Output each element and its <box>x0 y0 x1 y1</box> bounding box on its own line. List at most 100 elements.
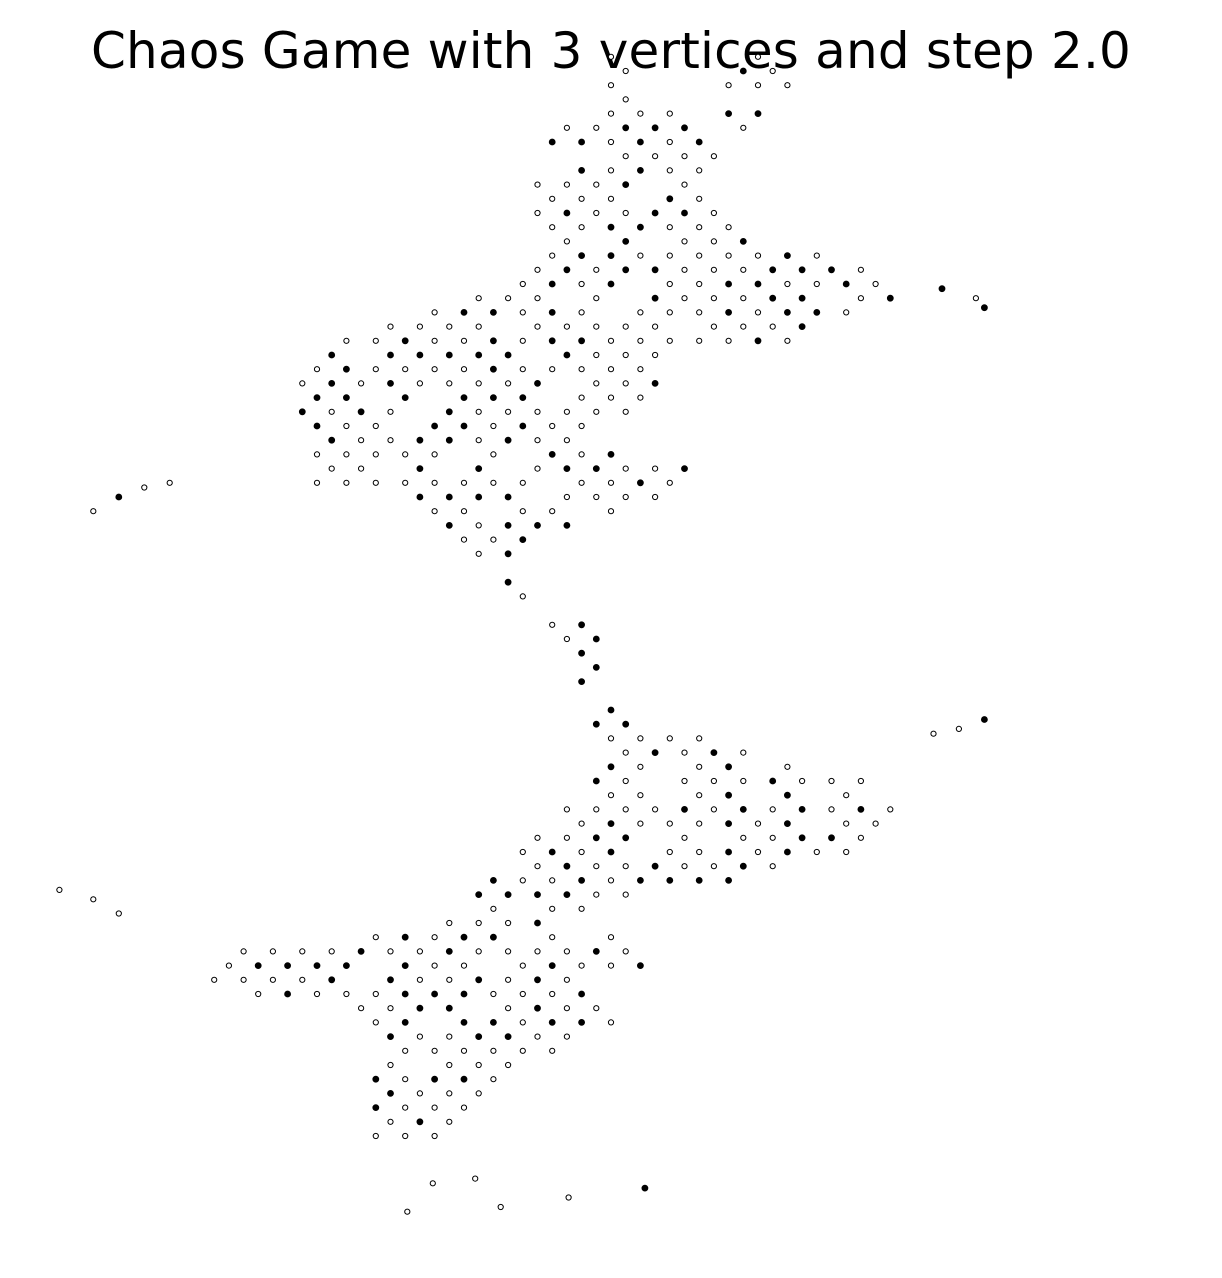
scatter-point <box>460 1047 468 1054</box>
scatter-point <box>402 1076 409 1083</box>
scatter-point <box>519 479 526 486</box>
scatter-point <box>475 976 483 984</box>
scatter-point <box>578 166 585 174</box>
scatter-point <box>696 763 703 770</box>
scatter-point <box>607 223 615 231</box>
scatter-point <box>754 309 762 316</box>
scatter-point <box>475 351 483 359</box>
scatter-point <box>505 976 512 983</box>
scatter-point <box>416 380 423 387</box>
scatter-point <box>402 1047 409 1054</box>
scatter-point <box>607 763 615 771</box>
scatter-point <box>549 195 556 202</box>
scatter-point <box>607 508 615 515</box>
scatter-point <box>607 450 615 458</box>
scatter-point <box>445 408 453 416</box>
scatter-point <box>460 933 468 941</box>
scatter-point <box>460 962 468 969</box>
scatter-point <box>445 1004 453 1012</box>
scatter-point <box>416 323 423 330</box>
scatter-point <box>534 522 541 529</box>
scatter-point <box>431 337 438 344</box>
scatter-point <box>972 295 980 302</box>
scatter-point <box>519 422 527 430</box>
scatter-point <box>593 493 600 501</box>
scatter-point <box>475 550 482 557</box>
scatter-point <box>607 195 615 202</box>
scatter-point <box>607 252 615 259</box>
scatter-point <box>475 323 482 330</box>
scatter-point <box>446 919 453 927</box>
scatter-point <box>955 725 963 733</box>
scatter-point <box>328 976 336 984</box>
scatter-point <box>784 337 791 344</box>
scatter-point <box>578 138 585 146</box>
scatter-point <box>475 522 482 529</box>
scatter-point <box>534 1033 541 1040</box>
scatter-point <box>505 295 512 302</box>
scatter-point <box>313 451 321 458</box>
scatter-point <box>798 323 806 330</box>
scatter-point <box>784 820 791 827</box>
scatter-point <box>401 962 409 969</box>
scatter-point <box>681 238 688 245</box>
scatter-point <box>666 138 673 146</box>
scatter-point <box>843 848 850 856</box>
scatter-point <box>563 1033 571 1040</box>
scatter-point <box>857 834 865 841</box>
scatter-point <box>431 309 438 316</box>
scatter-point <box>710 266 718 273</box>
scatter-point <box>534 948 541 955</box>
scatter-point <box>843 792 850 799</box>
scatter-point <box>887 806 894 813</box>
scatter-point <box>534 181 541 188</box>
scatter-point <box>725 848 732 856</box>
scatter-point <box>725 82 732 89</box>
scatter-point <box>372 366 379 373</box>
scatter-point <box>607 820 615 827</box>
scatter-point <box>725 877 732 884</box>
scatter-point <box>445 493 453 501</box>
scatter-point <box>622 834 630 842</box>
scatter-point <box>387 437 394 444</box>
scatter-point <box>578 820 585 827</box>
scatter-point <box>769 323 776 330</box>
scatter-points <box>56 53 988 1215</box>
scatter-point <box>460 1104 468 1111</box>
scatter-point <box>872 820 879 827</box>
scatter-point <box>578 649 585 657</box>
scatter-point <box>607 877 615 884</box>
scatter-point <box>460 337 468 344</box>
scatter-point <box>740 323 747 330</box>
scatter-point <box>416 1090 423 1097</box>
scatter-point <box>607 366 615 373</box>
scatter-point <box>696 337 703 344</box>
scatter-point <box>343 422 350 430</box>
scatter-point <box>115 910 122 917</box>
scatter-point <box>652 806 659 813</box>
scatter-point <box>141 484 148 491</box>
scatter-point <box>739 237 747 245</box>
scatter-point <box>490 905 497 912</box>
scatter-point <box>431 934 438 941</box>
scatter-point <box>578 422 585 430</box>
scatter-point <box>372 1019 379 1026</box>
scatter-point <box>313 394 321 401</box>
scatter-point <box>549 990 556 998</box>
scatter-point <box>490 451 497 458</box>
scatter-point <box>637 763 644 770</box>
scatter-point <box>490 422 497 430</box>
scatter-point <box>593 1005 600 1012</box>
scatter-point <box>313 422 321 430</box>
scatter-point <box>343 479 350 486</box>
scatter-point <box>607 110 615 117</box>
scatter-point <box>401 1019 409 1026</box>
scatter-point <box>431 1132 438 1140</box>
scatter-point <box>402 1104 409 1111</box>
scatter-point <box>710 749 718 756</box>
scatter-point <box>387 1090 394 1097</box>
scatter-point <box>666 252 673 259</box>
scatter-point <box>681 749 688 756</box>
scatter-point <box>475 1061 482 1069</box>
scatter-point <box>549 934 556 941</box>
